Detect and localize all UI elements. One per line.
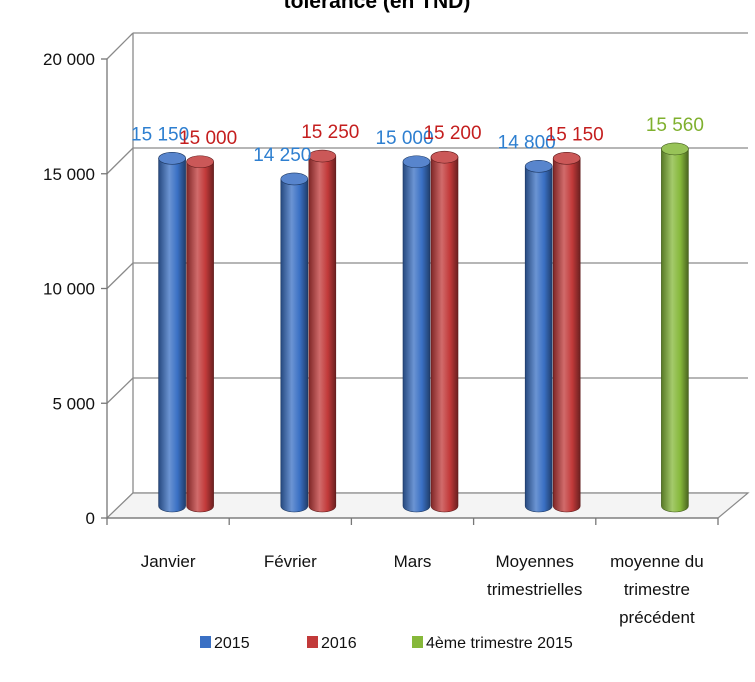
bar-top [308,149,337,163]
bar-top [524,160,553,173]
legend-label: 2016 [321,635,357,652]
y-tick-label: 15 000 [43,165,95,184]
bar-2015 [280,178,309,513]
data-label: 15 200 [423,123,481,144]
x-category-label: Moyennes trimestrielles [487,552,582,599]
bars [158,142,689,513]
y-tick-label: 20 000 [43,50,95,69]
data-label: 15 150 [131,124,189,145]
bar-2015 [158,158,186,513]
y-tick-label: 5 000 [52,394,95,413]
side-gridline [106,32,134,60]
x-category-label: Février [264,552,317,571]
bar-top [402,155,431,169]
bar-top [280,172,309,186]
bar-2016 [186,161,214,513]
legend: 2015 2016 4ème trimestre 2015 [200,635,573,652]
side-gridline [106,147,134,175]
bar-2015 [402,161,431,513]
y-tick-label: 10 000 [43,280,95,299]
side-gridline [106,262,134,289]
bar-2016 [430,156,459,513]
bar-top [186,155,214,169]
data-label: 15 000 [179,128,237,149]
legend-label: 2015 [214,635,250,652]
bar-2015 [524,166,553,513]
legend-swatch [200,636,211,648]
x-category-label: Janvier [141,552,196,571]
data-label: 15 250 [301,122,359,143]
bar-top [158,152,186,165]
bar-2016 [308,155,337,513]
legend-label: 4ème trimestre 2015 [426,635,573,652]
bar-2016 [552,158,581,513]
legend-swatch [307,636,318,648]
y-tick-label: 0 [86,509,95,528]
x-category-label: Mars [394,552,432,571]
data-label: 15 000 [375,128,433,149]
data-label: 14 250 [253,145,311,166]
data-label: 15 150 [546,124,604,145]
legend-swatch [412,636,423,648]
chart-title: tolérance (en TND) [284,0,471,13]
bar-top [552,152,581,165]
bar-4-me-trimestre-2015 [661,148,689,513]
x-category-label: moyenne du trimestre précédent [610,552,704,627]
side-gridline [106,377,134,404]
bar-top [661,142,689,156]
data-label: 14 800 [498,132,556,153]
bar-top [430,150,459,164]
data-label: 15 560 [646,115,704,136]
